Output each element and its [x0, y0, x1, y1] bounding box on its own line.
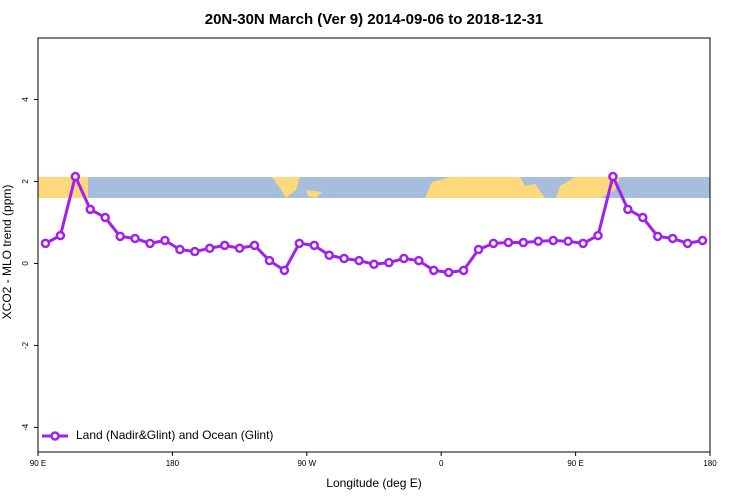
data-point — [324, 250, 334, 260]
data-point — [697, 235, 708, 246]
map-strip — [38, 177, 710, 198]
data-point — [204, 243, 215, 254]
data-point — [652, 231, 663, 242]
data-point — [190, 246, 200, 257]
data-point — [339, 253, 349, 264]
data-point — [160, 235, 170, 246]
data-point — [667, 233, 678, 244]
data-point — [264, 255, 275, 266]
data-point — [55, 230, 66, 241]
y-tick-label: 4 — [21, 97, 30, 102]
y-tick-label: -4 — [21, 423, 30, 431]
data-point — [503, 237, 514, 248]
data-point — [234, 243, 245, 254]
x-tick-label: 0 — [439, 459, 444, 468]
data-point — [608, 171, 618, 182]
data-point — [115, 231, 125, 242]
data-point — [40, 238, 51, 249]
x-tick-label: 90 E — [30, 459, 46, 468]
legend-marker — [50, 431, 60, 441]
data-point — [399, 253, 409, 264]
plot-frame — [37, 37, 711, 453]
data-point — [473, 244, 484, 255]
x-tick-label: 90 W — [297, 459, 316, 468]
data-point — [548, 235, 558, 246]
data-point — [533, 236, 544, 247]
data-point — [593, 230, 603, 241]
data-point — [309, 240, 320, 251]
data-point — [682, 238, 693, 249]
data-point — [294, 238, 305, 249]
x-tick-label: 180 — [703, 459, 717, 468]
legend-label: Land (Nadir&Glint) and Ocean (Glint) — [76, 428, 273, 442]
x-tick-label: 90 E — [567, 459, 583, 468]
data-point — [100, 212, 110, 223]
data-point — [623, 204, 633, 215]
y-axis-label: XCO2 - MLO trend (ppm) — [0, 185, 14, 320]
data-point — [85, 204, 96, 215]
data-point — [130, 233, 140, 244]
data-point — [384, 257, 394, 268]
chart-title: 20N-30N March (Ver 9) 2014-09-06 to 2018… — [205, 11, 544, 28]
data-point — [518, 237, 529, 248]
y-tick-label: 2 — [21, 179, 30, 184]
y-tick-label: 0 — [21, 261, 30, 266]
data-point — [458, 265, 469, 276]
data-point — [354, 255, 364, 266]
data-point — [428, 265, 439, 276]
data-point — [249, 240, 260, 251]
data-point — [175, 244, 185, 255]
data-point — [70, 171, 81, 182]
data-point — [443, 267, 454, 278]
data-point — [279, 265, 290, 276]
data-point — [488, 238, 499, 249]
data-point — [369, 259, 379, 270]
x-axis-label: Longitude (deg E) — [326, 476, 421, 490]
y-tick-label: -2 — [21, 341, 30, 349]
data-point — [563, 236, 573, 247]
data-point — [145, 238, 155, 249]
data-point — [414, 255, 424, 266]
data-point — [578, 238, 588, 249]
data-point — [219, 240, 230, 251]
data-point — [638, 212, 648, 223]
x-tick-label: 180 — [166, 459, 180, 468]
